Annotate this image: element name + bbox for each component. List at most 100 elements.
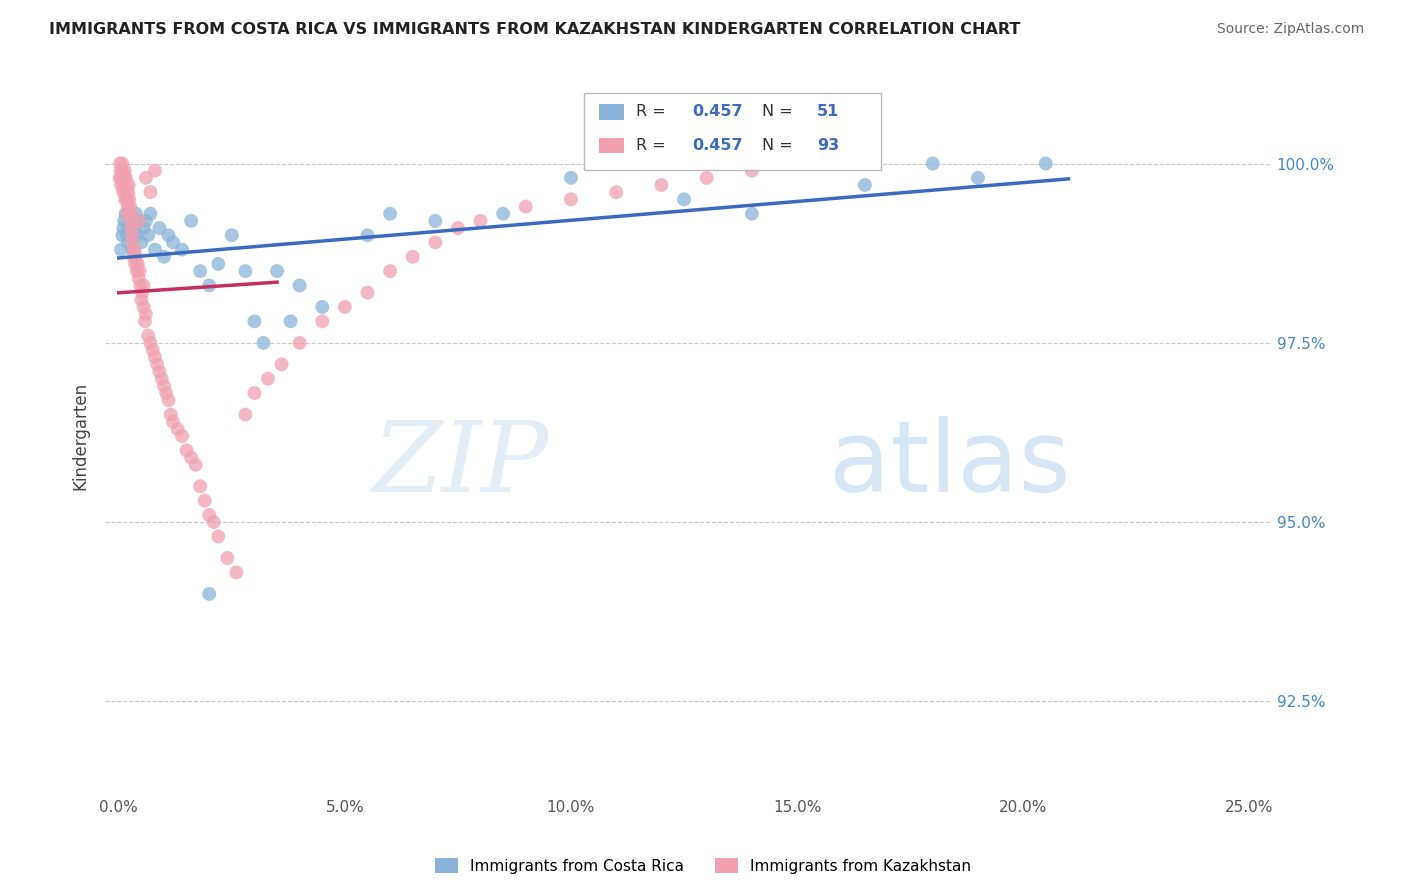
- Point: [270, 357, 292, 371]
- Point: [128, 214, 150, 228]
- Point: [288, 335, 311, 350]
- Point: [188, 264, 211, 278]
- Point: [114, 193, 136, 207]
- Point: [112, 214, 135, 228]
- Text: ZIP: ZIP: [373, 417, 548, 512]
- Point: [252, 335, 274, 350]
- Point: [120, 214, 142, 228]
- Point: [515, 200, 537, 214]
- Point: [120, 214, 142, 228]
- Point: [198, 587, 221, 601]
- Point: [162, 235, 184, 250]
- Point: [650, 178, 672, 192]
- Point: [129, 278, 152, 293]
- Point: [124, 243, 146, 257]
- Point: [118, 221, 141, 235]
- Point: [114, 185, 136, 199]
- Point: [120, 200, 142, 214]
- Point: [157, 393, 180, 408]
- Point: [560, 170, 582, 185]
- FancyBboxPatch shape: [599, 137, 624, 153]
- Point: [125, 250, 148, 264]
- Point: [115, 170, 138, 185]
- Point: [198, 278, 221, 293]
- Point: [122, 250, 145, 264]
- Point: [128, 214, 150, 228]
- Point: [131, 293, 153, 307]
- Point: [356, 228, 378, 243]
- Point: [243, 314, 266, 328]
- Point: [120, 207, 142, 221]
- Point: [202, 515, 225, 529]
- Point: [115, 178, 138, 192]
- Point: [118, 207, 141, 221]
- Point: [166, 422, 188, 436]
- Point: [120, 228, 142, 243]
- Point: [110, 243, 132, 257]
- Point: [741, 163, 763, 178]
- Point: [159, 408, 181, 422]
- Point: [188, 479, 211, 493]
- Point: [125, 264, 148, 278]
- Point: [378, 264, 401, 278]
- Point: [176, 443, 198, 458]
- Point: [118, 178, 141, 192]
- Point: [235, 408, 257, 422]
- Point: [184, 458, 207, 472]
- Point: [122, 243, 145, 257]
- Point: [470, 214, 492, 228]
- Point: [180, 214, 202, 228]
- Point: [117, 200, 139, 214]
- Point: [155, 386, 177, 401]
- Point: [153, 250, 176, 264]
- FancyBboxPatch shape: [599, 104, 624, 120]
- Point: [112, 185, 135, 199]
- Point: [125, 207, 148, 221]
- Point: [143, 163, 166, 178]
- Point: [207, 257, 229, 271]
- Point: [136, 328, 159, 343]
- Point: [125, 228, 148, 243]
- Point: [153, 379, 176, 393]
- Point: [118, 193, 141, 207]
- Point: [221, 228, 243, 243]
- Point: [117, 207, 139, 221]
- Point: [128, 271, 150, 285]
- Point: [111, 170, 134, 185]
- Point: [425, 235, 447, 250]
- Point: [110, 178, 132, 192]
- Point: [115, 193, 138, 207]
- Point: [172, 243, 194, 257]
- Point: [217, 551, 239, 566]
- Y-axis label: Kindergarten: Kindergarten: [72, 382, 89, 490]
- Point: [560, 193, 582, 207]
- Point: [157, 228, 180, 243]
- Point: [117, 235, 139, 250]
- Point: [225, 566, 247, 580]
- Point: [111, 163, 134, 178]
- Legend: Immigrants from Costa Rica, Immigrants from Kazakhstan: Immigrants from Costa Rica, Immigrants f…: [429, 852, 977, 880]
- Point: [311, 314, 333, 328]
- Point: [112, 221, 135, 235]
- Point: [108, 170, 131, 185]
- Point: [143, 350, 166, 364]
- Point: [257, 372, 280, 386]
- Point: [124, 257, 146, 271]
- Point: [280, 314, 302, 328]
- Point: [356, 285, 378, 300]
- Point: [198, 508, 221, 522]
- Point: [139, 335, 162, 350]
- Text: IMMIGRANTS FROM COSTA RICA VS IMMIGRANTS FROM KAZAKHSTAN KINDERGARTEN CORRELATIO: IMMIGRANTS FROM COSTA RICA VS IMMIGRANTS…: [49, 22, 1021, 37]
- Point: [117, 185, 139, 199]
- Point: [741, 207, 763, 221]
- Point: [288, 278, 311, 293]
- Text: 0.457: 0.457: [692, 138, 742, 153]
- Point: [111, 156, 134, 170]
- Point: [148, 221, 170, 235]
- Point: [135, 170, 157, 185]
- Point: [135, 214, 157, 228]
- Text: Source: ZipAtlas.com: Source: ZipAtlas.com: [1216, 22, 1364, 37]
- Text: atlas: atlas: [828, 417, 1070, 513]
- Point: [425, 214, 447, 228]
- Point: [967, 170, 990, 185]
